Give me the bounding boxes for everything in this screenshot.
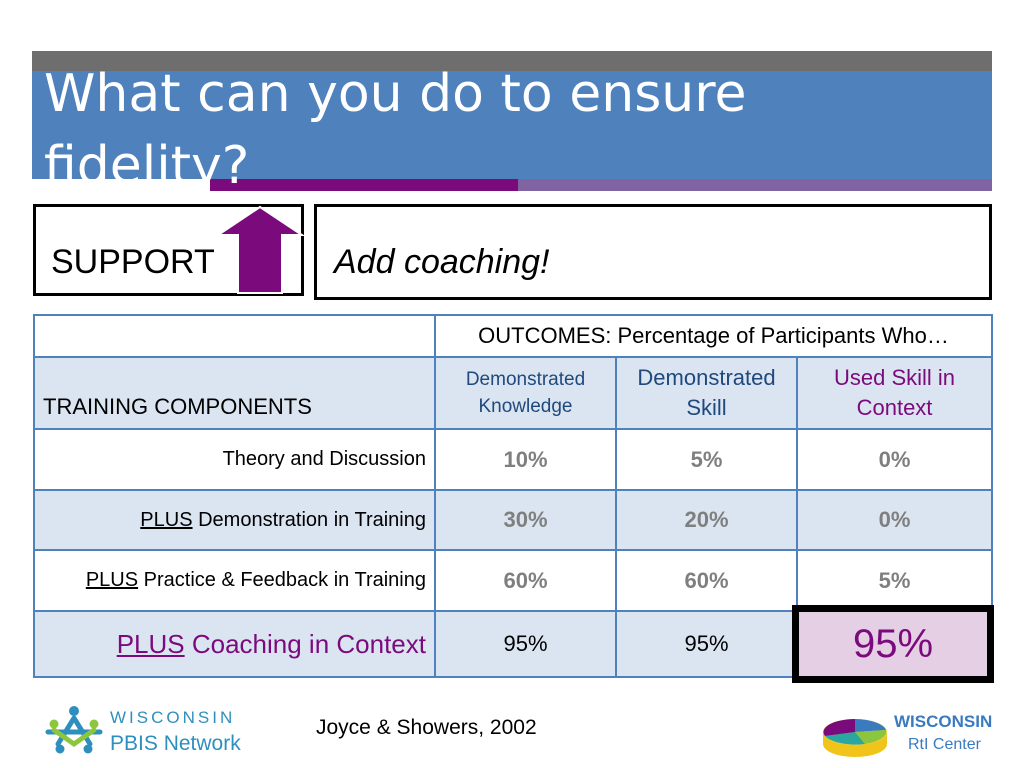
value-cell: 0% [795, 428, 994, 491]
row-label: PLUS Demonstration in Training [33, 489, 436, 551]
highlight-value-box: 95% [792, 605, 994, 683]
accent-stripe-light [518, 179, 992, 191]
accent-stripe-dark [210, 179, 518, 191]
value-cell: 95% [615, 610, 798, 678]
pbis-network-text: PBIS Network [110, 732, 241, 755]
value-cell: 60% [434, 549, 617, 612]
table-row: Theory and Discussion 10% 5% 0% [33, 428, 994, 491]
value-cell: 20% [615, 489, 798, 551]
value-cell: 30% [434, 489, 617, 551]
value-cell: 95% [434, 610, 617, 678]
rti-center-logo: WISCONSIN RtI Center [820, 708, 1005, 762]
slide-title: What can you do to ensure fidelity? [44, 64, 747, 196]
row-label: Theory and Discussion [33, 428, 436, 491]
table-row: PLUS Practice & Feedback in Training 60%… [33, 549, 994, 612]
plus-label: PLUS [85, 569, 139, 591]
pbis-figures-icon [45, 706, 103, 754]
table-subheader-row: TRAINING COMPONENTS Demonstrated Knowled… [33, 356, 994, 430]
row-label: PLUS Coaching in Context [33, 610, 436, 678]
row-label-text: Demonstration in Training [192, 508, 426, 531]
row-label-text: Coaching in Context [184, 628, 426, 659]
column-header-skill: Demonstrated Skill [615, 356, 798, 430]
value-cell: 5% [795, 549, 994, 612]
rti-center-text: RtI Center [908, 736, 981, 753]
column-header-context: Used Skill in Context [795, 356, 994, 430]
callout-text: Add coaching! [334, 243, 550, 281]
pbis-network-logo: WISCONSIN PBIS Network [44, 704, 244, 760]
citation: Joyce & Showers, 2002 [316, 716, 537, 739]
column-header-knowledge: Demonstrated Knowledge [434, 356, 617, 430]
table-row: PLUS Demonstration in Training 30% 20% 0… [33, 489, 994, 551]
pbis-wordmark: WISCONSIN [110, 708, 236, 727]
components-header: TRAINING COMPONENTS [33, 356, 436, 430]
table-header-row: OUTCOMES: Percentage of Participants Who… [33, 314, 994, 358]
value-cell: 10% [434, 428, 617, 491]
top-gray-bar [32, 51, 992, 71]
rti-wordmark: WISCONSIN [894, 712, 993, 731]
plus-label: PLUS [116, 628, 185, 659]
support-label: SUPPORT [51, 243, 215, 281]
row-label-text: Practice & Feedback in Training [138, 569, 426, 591]
value-cell: 0% [795, 489, 994, 551]
support-box: SUPPORT [33, 204, 306, 296]
rti-pie-icon [823, 719, 887, 757]
outcomes-header: OUTCOMES: Percentage of Participants Who… [433, 314, 994, 358]
row-label-text: Theory and Discussion [222, 448, 426, 470]
up-arrow-icon [214, 205, 306, 294]
row-label: PLUS Practice & Feedback in Training [33, 549, 436, 612]
table-corner-cell [33, 314, 436, 358]
value-cell: 60% [615, 549, 798, 612]
plus-label: PLUS [140, 508, 193, 531]
callout-box: Add coaching! [314, 204, 992, 300]
value-cell: 5% [615, 428, 798, 491]
outcomes-table: OUTCOMES: Percentage of Participants Who… [33, 314, 994, 678]
title-band [32, 71, 992, 179]
